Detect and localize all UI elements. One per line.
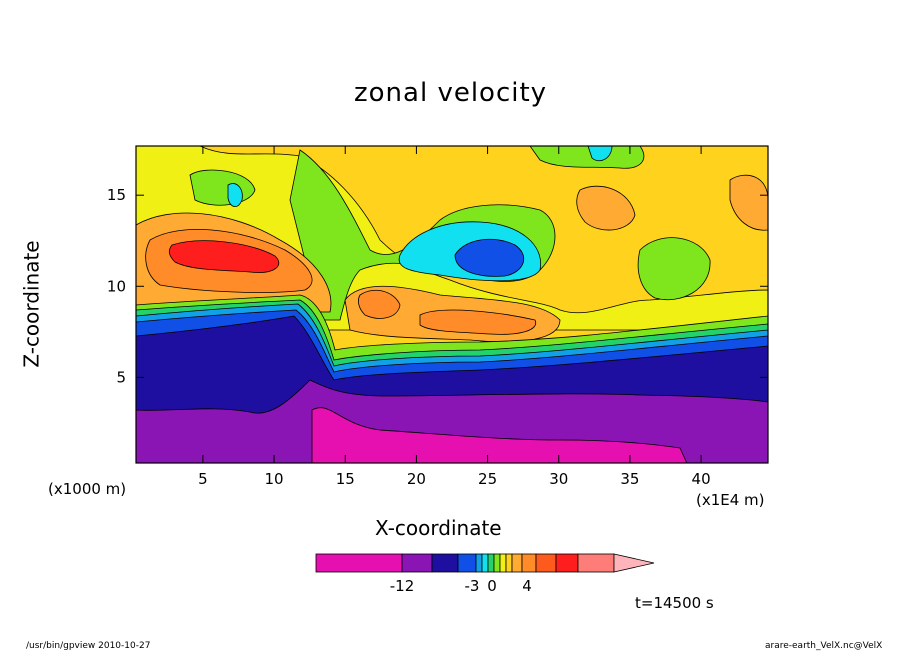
x-tick-label: 30	[549, 470, 568, 488]
y-axis-label: Z-coordinate	[19, 240, 44, 368]
x-axis-label: X-coordinate	[375, 516, 502, 540]
colorbar-tick-label: 0	[487, 577, 497, 595]
colorbar-segment	[493, 553, 501, 573]
colorbar: -12 -3 0 4	[315, 553, 655, 595]
contour-band-magenta-low	[311, 407, 688, 463]
contour-band-lightblue-left	[227, 183, 243, 207]
x-units-left: (x1000 m)	[48, 480, 127, 498]
x-tick-label: 40	[692, 470, 711, 488]
chart-title: zonal velocity	[354, 78, 548, 108]
colorbar-segment	[577, 553, 615, 573]
colorbar-segment	[487, 553, 495, 573]
colorbar-segment	[457, 553, 477, 573]
footer-right: arare-earth_VelX.nc@VelX	[765, 641, 883, 651]
colorbar-segment	[475, 553, 483, 573]
contour-band-blue-cell	[454, 238, 525, 277]
x-tick-label: 5	[198, 470, 208, 488]
contour-field	[136, 146, 768, 463]
colorbar-segment	[315, 553, 403, 573]
x-tick-label: 35	[620, 470, 639, 488]
contour-band-darkorange-mid	[358, 289, 401, 319]
contour-band-darkorange-mid2	[419, 309, 537, 335]
colorbar-tick-label: -3	[465, 577, 480, 595]
time-label: t=14500 s	[635, 594, 714, 612]
contour-band-orange-topright2	[729, 174, 768, 231]
colorbar-segment	[505, 553, 513, 573]
colorbar-tick-label: 4	[522, 577, 532, 595]
y-tick-label: 10	[107, 277, 126, 295]
contour-band-orange-topright	[576, 185, 636, 231]
x-tick-label: 15	[336, 470, 355, 488]
colorbar-segment	[481, 553, 489, 573]
colorbar-segment	[555, 553, 579, 573]
contour-band-green-right	[637, 237, 711, 301]
x-ticks: 5 10 15 20 25 30 35 40	[198, 146, 711, 488]
x-tick-label: 20	[407, 470, 426, 488]
plot-frame: 5 10 15 20 25 30 35 40 5 10 15	[107, 145, 769, 488]
colorbar-segment	[535, 553, 557, 573]
x-tick-label: 25	[478, 470, 497, 488]
colorbar-segment	[431, 553, 459, 573]
colorbar-segment	[499, 553, 507, 573]
colorbar-segment	[511, 553, 523, 573]
colorbar-segment	[521, 553, 537, 573]
colorbar-tick-label: -12	[390, 577, 415, 595]
y-ticks: 5 10 15	[107, 186, 768, 386]
colorbar-segment	[401, 553, 433, 573]
x-tick-label: 10	[265, 470, 284, 488]
colorbar-extend-arrow	[613, 553, 655, 573]
footer-left: /usr/bin/gpview 2010-10-27	[26, 641, 151, 651]
y-tick-label: 5	[116, 368, 126, 386]
x-units-right: (x1E4 m)	[696, 491, 765, 509]
y-tick-label: 15	[107, 186, 126, 204]
axes-box	[135, 145, 769, 464]
contour-band-red-left	[168, 240, 280, 273]
